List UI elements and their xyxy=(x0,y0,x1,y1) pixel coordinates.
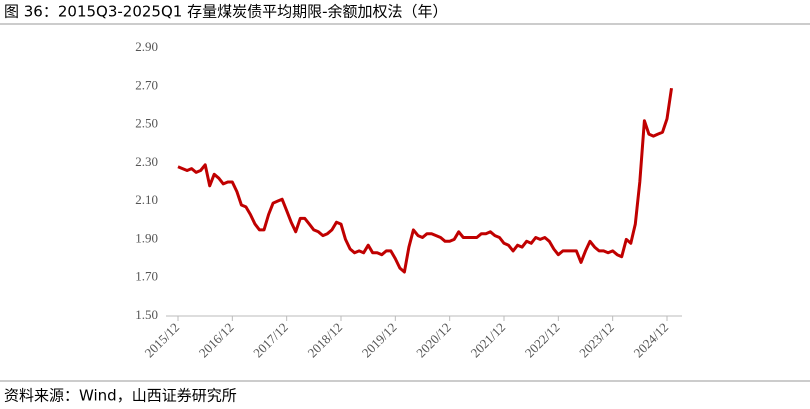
y-tick-label: 1.70 xyxy=(135,269,158,284)
y-tick-label: 1.90 xyxy=(135,230,158,245)
x-tick-label: 2020/12 xyxy=(413,320,454,361)
data-line xyxy=(177,87,673,274)
x-tick-label: 2016/12 xyxy=(196,320,237,361)
x-tick-label: 2022/12 xyxy=(522,320,563,361)
y-tick-label: 2.50 xyxy=(135,116,158,131)
y-tick-label: 2.30 xyxy=(135,154,158,169)
x-tick-label: 2017/12 xyxy=(250,320,291,361)
x-tick-label: 2018/12 xyxy=(304,320,345,361)
source-note: 资料来源：Wind，山西证券研究所 xyxy=(4,387,237,405)
y-tick-label: 2.70 xyxy=(135,77,158,92)
chart-title: 图 36：2015Q3-2025Q1 存量煤炭债平均期限-余额加权法（年） xyxy=(4,3,448,21)
x-tick-label: 2015/12 xyxy=(141,320,182,361)
x-tick-label: 2019/12 xyxy=(359,320,400,361)
y-tick-label: 2.10 xyxy=(135,192,158,207)
x-tick-label: 2024/12 xyxy=(630,320,671,361)
x-tick-label: 2023/12 xyxy=(576,320,617,361)
x-tick-label: 2021/12 xyxy=(467,320,508,361)
y-tick-label: 2.90 xyxy=(135,39,158,54)
y-tick-label: 1.50 xyxy=(135,307,158,322)
